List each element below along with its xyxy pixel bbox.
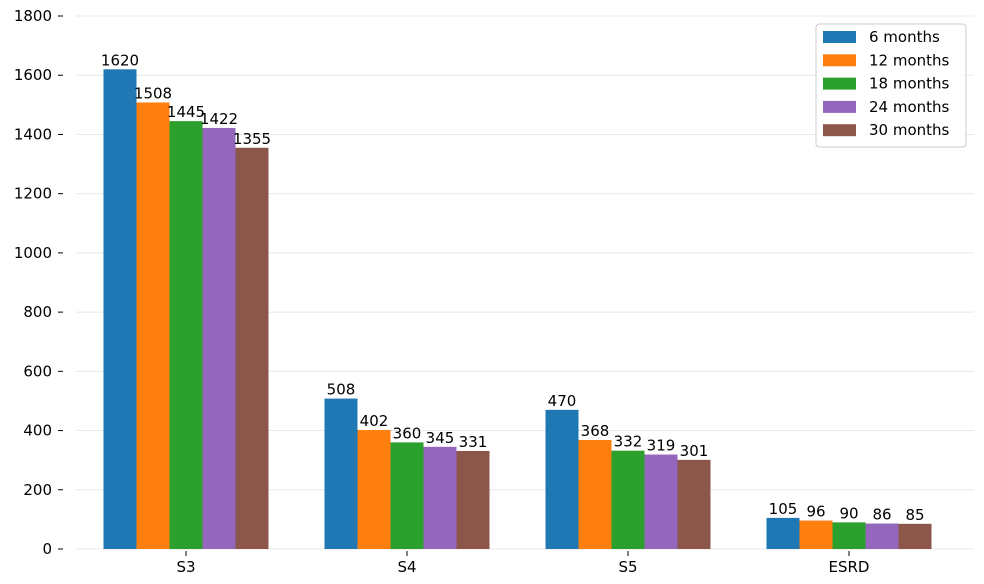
bar-value-label: 105 (769, 500, 798, 518)
legend-swatch (823, 54, 856, 67)
bar-value-label: 1620 (101, 51, 139, 69)
y-tick-label: 0 (42, 540, 52, 558)
legend-label: 6 months (869, 28, 940, 46)
bar-s5-1 (545, 409, 579, 549)
bar-s4-4 (423, 446, 457, 549)
y-tick-label: 1000 (14, 244, 52, 262)
bar-s5-5 (677, 459, 711, 549)
x-tick-label: S5 (618, 558, 637, 576)
bar-value-label: 470 (548, 392, 577, 410)
legend-swatch (823, 100, 856, 113)
bar-esrd-3 (832, 522, 866, 549)
x-axis: S3 S4 S5 ESRD (176, 551, 869, 576)
y-axis: 0 200 400 600 800 1000 1200 1400 1600 1800 (14, 7, 63, 558)
bar-value-label: 1445 (167, 103, 205, 121)
bar-value-label: 1508 (134, 84, 172, 102)
y-tick-label: 800 (23, 303, 52, 321)
legend-label: 12 months (869, 51, 950, 69)
bar-value-label: 90 (839, 504, 858, 522)
legend-label: 24 months (869, 98, 950, 116)
bar-value-label: 319 (647, 437, 676, 455)
bar-value-label: 1422 (200, 110, 238, 128)
bar-s5-2 (578, 440, 612, 549)
x-tick-label: ESRD (829, 558, 870, 576)
legend-swatch (823, 31, 856, 43)
bar-value-label: 402 (360, 412, 389, 430)
bar-s5-3 (611, 450, 645, 549)
bar-s3-5 (235, 147, 269, 549)
bar-value-label: 360 (393, 424, 422, 442)
legend-swatch (823, 124, 856, 137)
legend-label: 18 months (869, 75, 950, 93)
bar-s4-2 (357, 429, 391, 549)
x-tick-label: S4 (397, 558, 416, 576)
bar-s3-4 (202, 127, 236, 550)
bar-s3-1 (103, 69, 137, 550)
bar-value-label: 508 (327, 381, 356, 399)
bar-s3-3 (169, 121, 203, 549)
y-tick-label: 1200 (14, 185, 52, 203)
bar-value-label: 301 (680, 442, 709, 460)
y-tick-label: 1600 (14, 66, 52, 84)
bar-s5-4 (644, 454, 678, 549)
bar-s4-3 (390, 442, 424, 549)
bars (103, 69, 932, 550)
bar-value-label: 368 (581, 422, 610, 440)
bar-esrd-1 (766, 517, 800, 549)
y-tick-label: 200 (23, 481, 52, 499)
legend-label: 30 months (869, 121, 950, 139)
y-tick-label: 1800 (14, 7, 52, 25)
bar-esrd-2 (799, 520, 833, 549)
bar-s4-1 (324, 398, 358, 549)
y-tick-label: 1400 (14, 125, 52, 143)
x-tick-label: S3 (176, 558, 195, 576)
bar-value-label: 1355 (233, 130, 271, 148)
bar-value-label: 345 (426, 429, 455, 447)
bar-value-label: 332 (614, 433, 643, 451)
bar-value-label: 86 (872, 506, 891, 524)
y-tick-label: 600 (23, 362, 52, 380)
legend: 6 months 12 months 18 months 24 months 30 mo… (815, 23, 967, 148)
bar-s3-2 (136, 102, 170, 549)
bar-esrd-5 (898, 523, 932, 549)
bar-value-label: 96 (806, 503, 825, 521)
bar-s4-5 (456, 450, 490, 549)
legend-swatch (823, 77, 856, 90)
bar-esrd-4 (865, 523, 899, 549)
y-tick-label: 400 (23, 422, 52, 440)
bar-value-label: 85 (905, 506, 924, 524)
bar-value-label: 331 (459, 433, 488, 451)
